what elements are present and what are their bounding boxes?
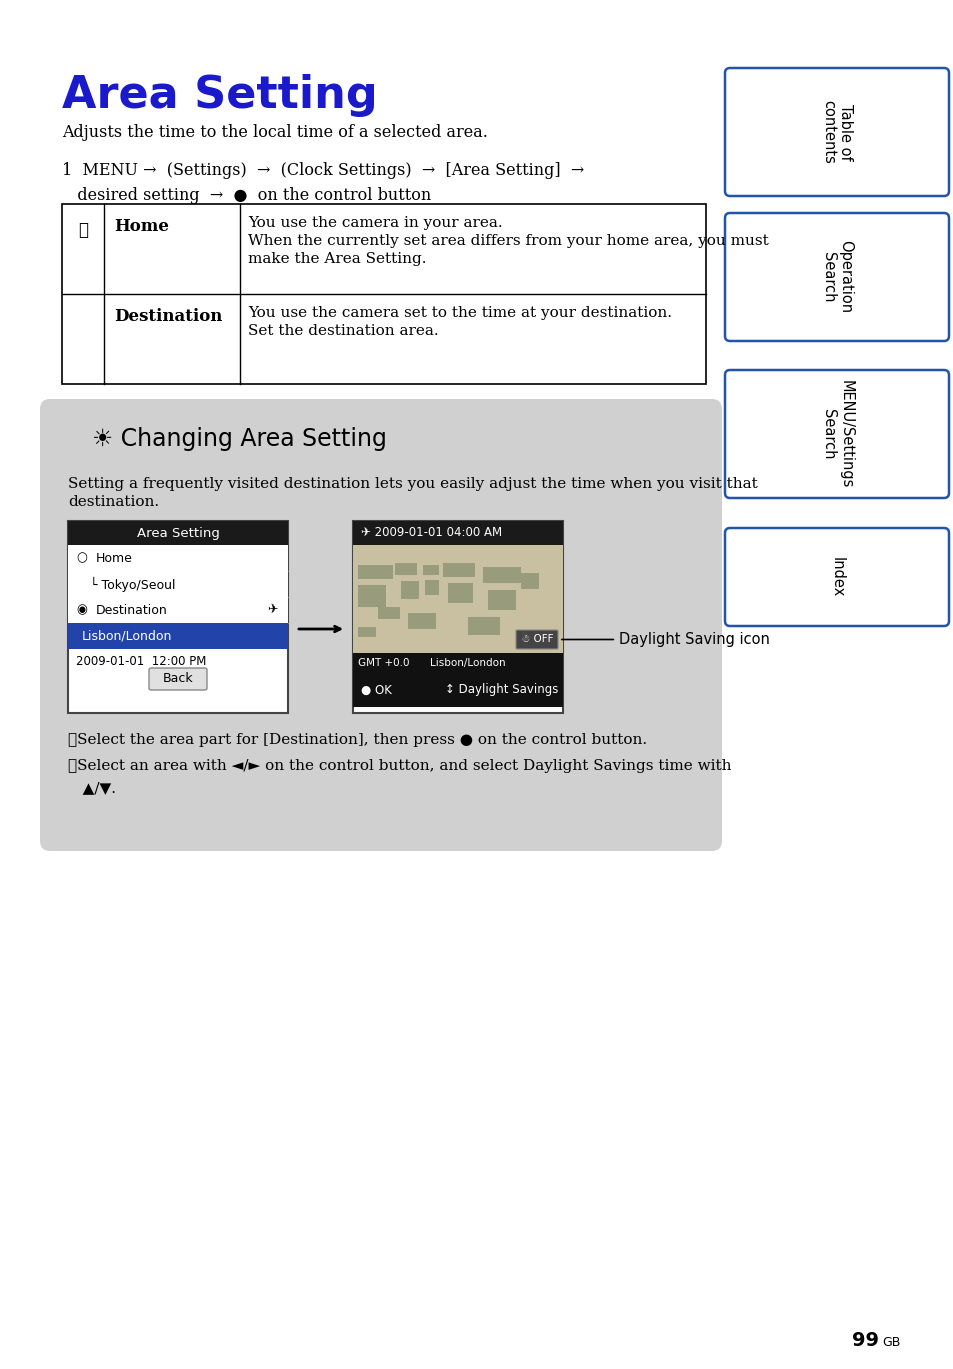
Text: ✈: ✈ [267, 604, 277, 616]
Bar [442, 563, 475, 576]
Text: Back: Back [163, 672, 193, 686]
Text: ✓: ✓ [78, 222, 88, 240]
Text: GMT +0.0: GMT +0.0 [357, 658, 409, 668]
FancyBboxPatch shape [724, 370, 948, 498]
Text: └ Tokyo/Seoul: └ Tokyo/Seoul [90, 576, 175, 591]
Bar [357, 565, 393, 579]
FancyBboxPatch shape [516, 630, 558, 649]
Text: MENU/Settings
Search: MENU/Settings Search [820, 379, 852, 489]
Text: Operation
Search: Operation Search [820, 241, 852, 314]
Text: 1  MENU →  (Settings)  →  (Clock Settings)  →  [Area Setting]  →: 1 MENU → (Settings) → (Clock Settings) →… [62, 162, 583, 179]
Bar [353, 522, 562, 545]
Text: ● OK: ● OK [360, 683, 392, 697]
Text: Daylight Saving icon: Daylight Saving icon [561, 632, 769, 648]
FancyBboxPatch shape [724, 214, 948, 341]
Bar [68, 522, 288, 545]
Text: Area Setting: Area Setting [62, 74, 377, 116]
FancyBboxPatch shape [149, 668, 207, 690]
Bar [62, 204, 705, 383]
Text: destination.: destination. [68, 496, 159, 509]
Text: ☃ OFF: ☃ OFF [520, 634, 553, 645]
Text: Setting a frequently visited destination lets you easily adjust the time when yo: Setting a frequently visited destination… [68, 476, 757, 491]
Bar [424, 580, 438, 596]
Bar [353, 653, 562, 674]
Text: Lisbon/London: Lisbon/London [82, 630, 172, 642]
Text: Destination: Destination [96, 604, 168, 616]
Text: Set the destination area.: Set the destination area. [248, 324, 438, 338]
Text: You use the camera set to the time at your destination.: You use the camera set to the time at yo… [248, 307, 671, 320]
Bar [68, 597, 288, 623]
Text: Home: Home [113, 218, 169, 235]
Bar [482, 567, 520, 583]
Bar [395, 563, 416, 575]
Bar [422, 565, 438, 575]
Text: desired setting  →  ●  on the control button: desired setting → ● on the control butto… [62, 188, 431, 204]
Text: ①Select the area part for [Destination], then press ● on the control button.: ①Select the area part for [Destination],… [68, 732, 646, 747]
Bar [0, 0, 729, 1369]
Bar [353, 674, 562, 706]
Text: Area Setting: Area Setting [136, 527, 219, 539]
Text: Table of
contents: Table of contents [820, 100, 852, 164]
Text: ✈ 2009-01-01 04:00 AM: ✈ 2009-01-01 04:00 AM [360, 527, 501, 539]
Text: Destination: Destination [113, 308, 222, 324]
FancyBboxPatch shape [724, 528, 948, 626]
Text: ◉: ◉ [76, 604, 88, 616]
Text: Index: Index [828, 557, 843, 597]
Bar [353, 522, 562, 713]
Bar [468, 617, 499, 635]
Bar [0, 0, 953, 60]
Bar [408, 613, 436, 628]
FancyBboxPatch shape [724, 68, 948, 196]
Text: ↕ Daylight Savings: ↕ Daylight Savings [444, 683, 558, 697]
Text: ○: ○ [76, 552, 88, 564]
Bar [357, 585, 386, 606]
FancyBboxPatch shape [40, 398, 721, 852]
Bar [353, 545, 562, 653]
Bar [377, 606, 399, 619]
Text: Home: Home [96, 552, 132, 564]
Text: Lisbon/London: Lisbon/London [430, 658, 505, 668]
Text: 99: 99 [851, 1332, 878, 1350]
Text: make the Area Setting.: make the Area Setting. [248, 252, 426, 266]
Bar [488, 590, 516, 611]
Text: Adjusts the time to the local time of a selected area.: Adjusts the time to the local time of a … [62, 125, 487, 141]
Text: ▲/▼.: ▲/▼. [68, 780, 116, 795]
Text: When the currently set area differs from your home area, you must: When the currently set area differs from… [248, 234, 768, 248]
Bar [68, 545, 288, 571]
Text: GB: GB [882, 1336, 900, 1350]
Text: You use the camera in your area.: You use the camera in your area. [248, 216, 502, 230]
Bar [68, 522, 288, 713]
Text: ②Select an area with ◄/► on the control button, and select Daylight Savings time: ②Select an area with ◄/► on the control … [68, 758, 731, 773]
Bar [68, 571, 288, 597]
Bar [400, 580, 418, 600]
Text: ☀ Changing Area Setting: ☀ Changing Area Setting [91, 427, 387, 450]
Bar [448, 583, 473, 602]
Bar [68, 623, 288, 649]
Bar [357, 627, 375, 637]
Bar [520, 574, 538, 589]
Text: 2009-01-01  12:00 PM: 2009-01-01 12:00 PM [76, 654, 206, 668]
Bar [729, 0, 953, 1369]
